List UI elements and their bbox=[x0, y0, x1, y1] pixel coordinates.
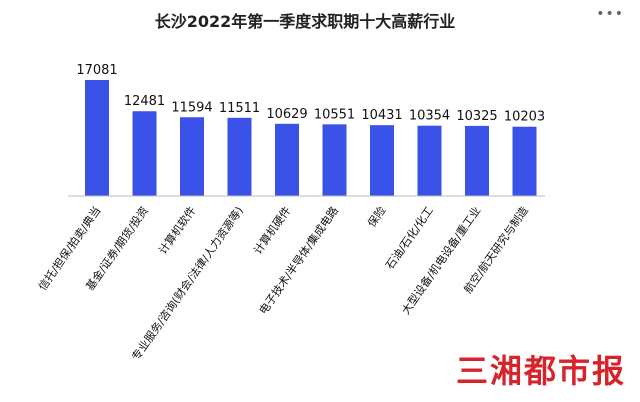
bar-5 bbox=[322, 124, 347, 196]
bar-value-label-5: 10551 bbox=[314, 107, 355, 122]
bar-value-label-1: 12481 bbox=[124, 94, 165, 109]
bar-1 bbox=[132, 111, 157, 196]
chart-title: 长沙2022年第一季度求职期十大高薪行业 bbox=[155, 12, 456, 31]
bar-4 bbox=[275, 123, 299, 196]
bar-value-label-6: 10431 bbox=[361, 108, 402, 123]
bar-value-label-3: 11511 bbox=[219, 101, 260, 116]
watermark-logo: 三湘都市报 bbox=[455, 352, 626, 390]
bar-value-label-4: 10629 bbox=[266, 107, 307, 122]
bar-value-label-7: 10354 bbox=[409, 109, 450, 124]
bar-2 bbox=[180, 117, 204, 196]
category-label-8: 大型设备/机电设备/重工业 bbox=[398, 204, 483, 317]
bar-8 bbox=[465, 125, 489, 196]
bar-3 bbox=[227, 117, 252, 196]
bar-9 bbox=[512, 126, 537, 196]
bar-value-label-8: 10325 bbox=[456, 109, 497, 124]
bar-6 bbox=[370, 125, 394, 196]
category-label-5: 电子技术/半导体/集成电路 bbox=[256, 204, 341, 317]
category-label-2: 计算机软件 bbox=[155, 204, 198, 257]
category-label-4: 计算机硬件 bbox=[250, 204, 293, 257]
more-dots-icon[interactable]: ••• bbox=[596, 6, 624, 22]
bar-0 bbox=[85, 80, 109, 196]
category-label-7: 石油/石化/化工 bbox=[382, 204, 436, 272]
bars-group: 17081信托/担保/拍卖/典当12481基金/证券/期货/投资11594计算机… bbox=[35, 63, 545, 363]
category-label-6: 保险 bbox=[364, 204, 388, 230]
bar-value-label-0: 17081 bbox=[76, 63, 117, 78]
bar-value-label-2: 11594 bbox=[171, 100, 212, 115]
bar-7 bbox=[417, 125, 442, 196]
bar-value-label-9: 10203 bbox=[504, 110, 545, 125]
